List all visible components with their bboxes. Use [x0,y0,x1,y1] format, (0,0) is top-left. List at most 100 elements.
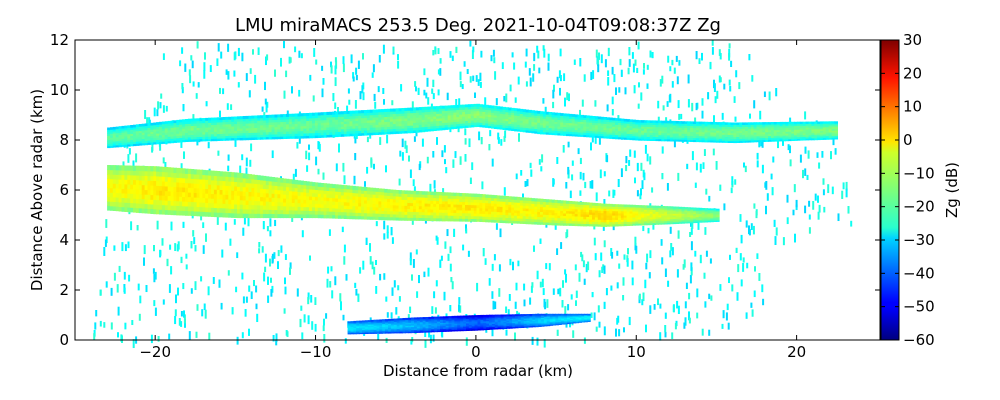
layer-cell [213,138,218,142]
noise-speck [130,221,133,231]
layer-cell [496,115,501,118]
layer-cell [623,118,628,122]
layer-cell [693,129,697,133]
layer-cell [257,196,261,202]
layer-cell [439,122,443,126]
layer-cell [597,120,602,124]
layer-cell [190,134,195,138]
noise-speck [622,295,625,301]
layer-cell [173,167,177,173]
layer-cell [542,122,547,126]
layer-cell [300,120,304,124]
layer-cell [418,217,423,221]
noise-speck [323,318,325,326]
layer-cell [739,124,743,127]
noise-speck [748,229,751,236]
layer-cell [364,122,368,126]
layer-cell [262,129,267,133]
layer-cell [788,125,792,129]
noise-speck [567,304,570,311]
layer-cell [239,118,244,122]
noise-speck [341,226,344,233]
layer-cell [262,122,267,126]
layer-cell [335,134,339,138]
noise-speck [263,272,266,282]
layer-cell [820,135,824,139]
layer-cell [384,201,388,205]
layer-cell [378,129,382,133]
layer-cell [193,138,198,142]
layer-cell [185,134,189,138]
noise-speck [507,309,510,315]
noise-speck [156,109,159,117]
noise-speck [264,81,266,91]
noise-speck [322,325,325,332]
noise-speck [526,179,529,187]
layer-cell [280,178,284,183]
layer-cell [404,205,408,209]
layer-cell [332,214,336,219]
layer-cell [395,108,400,112]
noise-speck [666,101,669,107]
layer-cell [574,116,579,120]
noise-speck [300,305,303,311]
layer-cell [462,111,466,115]
layer-cell [340,113,345,117]
layer-cell [747,140,752,143]
layer-cell [467,108,472,112]
layer-cell [338,113,342,117]
layer-cell [661,124,665,128]
layer-cell [387,126,391,130]
noise-speck [494,71,497,80]
layer-cell [421,106,426,110]
layer-cell [291,213,296,219]
noise-speck [137,283,140,291]
noise-speck [729,254,731,260]
layer-cell [450,119,455,123]
noise-speck [418,163,421,171]
layer-cell [441,110,446,114]
noise-speck [590,142,592,151]
layer-cell [441,117,446,121]
layer-cell [323,119,328,123]
noise-speck [264,266,267,273]
noise-speck [471,162,474,171]
layer-cell [262,180,267,185]
layer-cell [265,126,270,130]
layer-cell [667,126,671,130]
layer-cell [753,126,758,129]
layer-cell [121,188,125,194]
layer-cell [231,126,235,129]
noise-speck [727,322,730,330]
layer-cell [346,192,351,196]
noise-speck [181,47,184,54]
layer-cell [609,121,613,125]
layer-cell [349,115,353,119]
layer-cell [164,204,169,211]
layer-cell [332,114,336,118]
layer-cell [222,212,226,218]
noise-speck [298,135,301,144]
noise-speck [542,288,545,296]
layer-cell [268,184,273,190]
layer-cell [288,133,293,137]
layer-cell [372,122,377,126]
layer-cell [750,137,755,141]
layer-cell [245,137,250,141]
layer-cell [516,115,521,119]
layer-cell [817,137,821,141]
layer-cell [254,213,258,219]
layer-cell [392,111,397,115]
layer-cell [182,134,186,138]
layer-cell [237,125,241,129]
layer-cell [667,120,671,124]
noise-speck [148,119,151,125]
noise-speck [718,49,721,56]
layer-cell [193,118,198,122]
layer-cell [274,114,278,118]
layer-cell [557,117,561,120]
layer-cell [355,202,359,207]
noise-speck [138,313,141,321]
layer-cell [482,109,486,112]
layer-cell [202,138,206,142]
